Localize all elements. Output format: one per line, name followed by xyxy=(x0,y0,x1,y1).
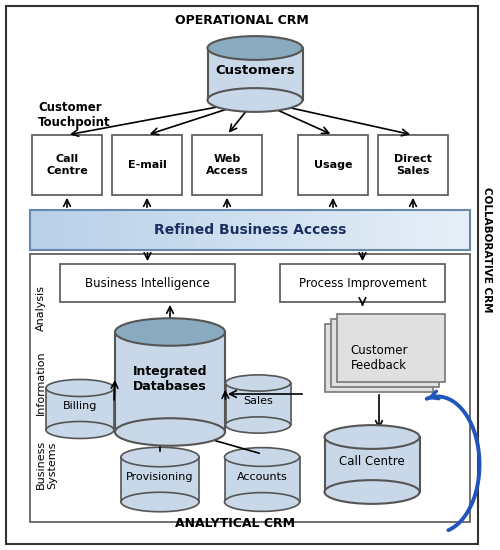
Bar xyxy=(162,210,173,250)
Bar xyxy=(437,210,448,250)
Bar xyxy=(226,383,290,425)
Text: Usage: Usage xyxy=(314,160,352,170)
Bar xyxy=(382,210,393,250)
Text: Provisioning: Provisioning xyxy=(126,471,194,481)
Ellipse shape xyxy=(324,425,420,449)
Bar xyxy=(129,210,140,250)
Bar xyxy=(60,264,235,302)
Bar xyxy=(30,210,41,250)
Bar xyxy=(272,210,283,250)
Bar xyxy=(325,324,433,392)
Text: Call
Centre: Call Centre xyxy=(46,154,88,176)
Bar xyxy=(184,210,195,250)
Bar xyxy=(74,210,85,250)
Bar xyxy=(140,210,151,250)
Bar xyxy=(121,457,199,502)
Bar xyxy=(316,210,327,250)
Bar xyxy=(448,210,459,250)
Ellipse shape xyxy=(224,493,300,512)
Text: Customer
Touchpoint: Customer Touchpoint xyxy=(38,101,111,129)
Bar xyxy=(151,210,162,250)
Bar xyxy=(250,210,261,250)
Bar xyxy=(206,210,217,250)
Text: Business Intelligence: Business Intelligence xyxy=(85,277,210,289)
Text: Customer
Feedback: Customer Feedback xyxy=(350,344,408,372)
Text: Call Centre: Call Centre xyxy=(339,455,405,468)
Ellipse shape xyxy=(46,421,114,438)
Bar xyxy=(280,264,445,302)
Bar xyxy=(349,210,360,250)
Text: ANALYTICAL CRM: ANALYTICAL CRM xyxy=(175,517,295,530)
Bar xyxy=(195,210,206,250)
Bar xyxy=(404,210,415,250)
Bar xyxy=(283,210,294,250)
Ellipse shape xyxy=(115,418,225,446)
Bar xyxy=(96,210,107,250)
Bar xyxy=(371,210,382,250)
Text: Sales: Sales xyxy=(243,396,273,406)
Text: Web
Access: Web Access xyxy=(206,154,248,176)
Bar xyxy=(118,210,129,250)
Ellipse shape xyxy=(324,480,420,504)
Bar xyxy=(305,210,316,250)
Bar xyxy=(338,210,349,250)
Bar xyxy=(224,457,300,502)
Bar xyxy=(337,314,445,382)
Text: COLLABORATIVE CRM: COLLABORATIVE CRM xyxy=(482,187,492,313)
Text: Direct
Sales: Direct Sales xyxy=(394,154,432,176)
Bar xyxy=(46,388,114,430)
Ellipse shape xyxy=(226,375,290,391)
Bar xyxy=(217,210,228,250)
Ellipse shape xyxy=(115,318,225,346)
Bar xyxy=(63,210,74,250)
Bar xyxy=(30,254,470,522)
Text: OPERATIONAL CRM: OPERATIONAL CRM xyxy=(175,14,309,27)
Bar xyxy=(327,210,338,250)
Bar xyxy=(239,210,250,250)
Bar xyxy=(378,135,448,195)
Bar xyxy=(173,210,184,250)
Text: Information: Information xyxy=(36,350,46,415)
Bar xyxy=(112,135,182,195)
Bar xyxy=(393,210,404,250)
Bar xyxy=(331,319,439,387)
Text: Business
Systems: Business Systems xyxy=(36,440,58,489)
Ellipse shape xyxy=(121,492,199,512)
Bar xyxy=(107,210,118,250)
Bar xyxy=(261,210,272,250)
Ellipse shape xyxy=(208,88,302,112)
Bar xyxy=(426,210,437,250)
Bar xyxy=(228,210,239,250)
Text: Process Improvement: Process Improvement xyxy=(298,277,426,289)
Bar xyxy=(32,135,102,195)
Text: Refined Business Access: Refined Business Access xyxy=(154,223,346,237)
Bar xyxy=(192,135,262,195)
Text: Integrated
Databases: Integrated Databases xyxy=(133,365,208,393)
Ellipse shape xyxy=(224,448,300,466)
Bar xyxy=(85,210,96,250)
Bar xyxy=(298,135,368,195)
Ellipse shape xyxy=(46,379,114,397)
Bar xyxy=(459,210,470,250)
Text: E-mail: E-mail xyxy=(128,160,166,170)
Ellipse shape xyxy=(121,447,199,467)
Bar xyxy=(52,210,63,250)
Text: Customers: Customers xyxy=(215,64,295,78)
Text: Analysis: Analysis xyxy=(36,285,46,331)
Bar xyxy=(115,332,225,432)
Text: Billing: Billing xyxy=(63,401,97,411)
Bar xyxy=(360,210,371,250)
Ellipse shape xyxy=(226,417,290,433)
Bar xyxy=(415,210,426,250)
Bar xyxy=(324,437,420,492)
Bar xyxy=(30,210,470,250)
Bar xyxy=(41,210,52,250)
Bar xyxy=(294,210,305,250)
Ellipse shape xyxy=(208,36,302,60)
Bar xyxy=(208,48,302,100)
Text: Accounts: Accounts xyxy=(236,471,288,481)
